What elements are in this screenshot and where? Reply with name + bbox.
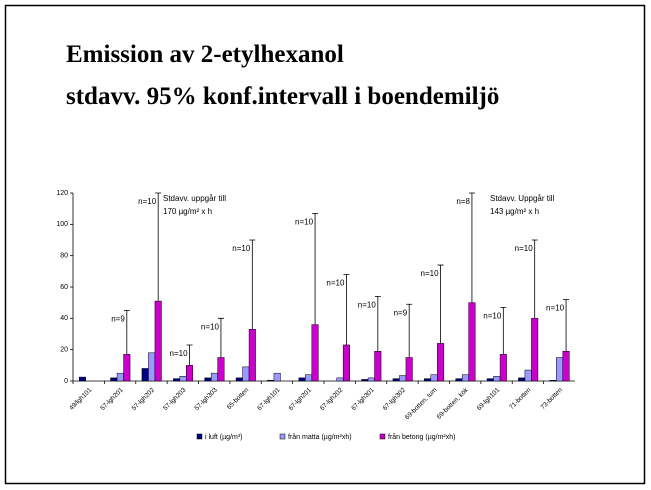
y-tick-label: 120 [56, 190, 68, 197]
n-label: n=10 [201, 322, 220, 331]
annotation: 170 µg/m² x h [163, 207, 212, 216]
n-label: n=10 [138, 197, 157, 206]
bar [141, 368, 149, 382]
bar [311, 324, 319, 382]
error-bar [343, 274, 350, 345]
legend-swatch [196, 433, 203, 440]
bar [562, 350, 570, 382]
n-label: n=10 [483, 311, 502, 320]
bar [556, 357, 564, 382]
y-tick-label: 20 [60, 347, 68, 354]
bar [437, 343, 445, 382]
error-bar [500, 306, 507, 355]
error-bar [123, 310, 130, 355]
bar [531, 318, 539, 382]
title-line: stdavv. 95% konf.intervall i boendemiljö [66, 83, 499, 110]
error-bar [217, 317, 224, 358]
n-label: n=10 [232, 244, 251, 253]
error-bar [406, 303, 413, 358]
n-label: n=10 [546, 304, 565, 313]
n-label: n=10 [421, 269, 440, 278]
bar [430, 374, 438, 382]
error-bar [312, 212, 319, 325]
n-label: n=8 [456, 197, 470, 206]
error-bar [249, 239, 256, 330]
bar [217, 357, 225, 382]
bar [173, 378, 181, 382]
y-tick-label: 80 [60, 253, 68, 260]
n-label: n=10 [295, 217, 314, 226]
n-label: n=10 [515, 244, 534, 253]
bar [298, 377, 306, 382]
bar [242, 366, 250, 382]
error-bar [531, 239, 538, 319]
y-tick-label: 100 [56, 221, 68, 228]
bar [116, 372, 124, 382]
error-bar [155, 192, 162, 302]
bar [493, 376, 501, 382]
slide-border [4, 4, 646, 485]
bar [305, 374, 313, 382]
legend-swatch [279, 433, 286, 440]
y-tick-label: 0 [64, 378, 68, 385]
annotation: 143 µg/m² x h [490, 207, 539, 216]
error-bar [374, 296, 381, 352]
n-label: n=10 [358, 301, 377, 310]
legend-label: från betong (µg/m²xh) [388, 433, 455, 441]
annotation: Stdavv. uppgår till [163, 194, 226, 203]
error-bar [468, 192, 475, 303]
bar [179, 376, 187, 382]
bar [367, 377, 375, 382]
y-tick-label: 40 [60, 315, 68, 322]
bar [392, 378, 400, 382]
error-bar [437, 264, 444, 344]
bar [273, 372, 281, 382]
legend-label: i luft (µg/m³) [205, 434, 242, 441]
error-bar [186, 344, 193, 366]
error-bar [563, 299, 570, 352]
bar [524, 369, 532, 382]
bar [455, 378, 463, 382]
bar [468, 302, 476, 382]
bar [374, 350, 382, 382]
n-label: n=9 [111, 315, 125, 324]
bar [110, 377, 118, 382]
bar [499, 354, 507, 382]
n-label: n=10 [170, 349, 189, 358]
bar [424, 378, 432, 382]
bar [405, 357, 413, 382]
bar [549, 379, 557, 382]
bar [518, 377, 526, 382]
bar [336, 377, 344, 382]
title-line: Emission av 2-etylhexanol [66, 41, 344, 68]
bar [235, 377, 243, 382]
bar [342, 344, 350, 382]
bar [248, 329, 256, 382]
bar [399, 375, 407, 382]
y-tick-label: 60 [60, 284, 68, 291]
bar [148, 352, 156, 382]
bar [267, 379, 275, 382]
bar [486, 378, 494, 382]
legend-label: från matta (µg/m²xh) [288, 433, 352, 441]
n-label: n=9 [394, 308, 408, 317]
bar [204, 377, 212, 382]
bar [78, 376, 86, 382]
n-label: n=10 [326, 279, 345, 288]
bar [210, 372, 218, 382]
bar [361, 379, 369, 382]
annotation: Stdavv. Uppgår till [490, 194, 555, 203]
bar [154, 300, 162, 382]
bar [186, 365, 194, 382]
legend-swatch [379, 433, 386, 440]
bar [123, 354, 131, 382]
bar [461, 374, 469, 382]
